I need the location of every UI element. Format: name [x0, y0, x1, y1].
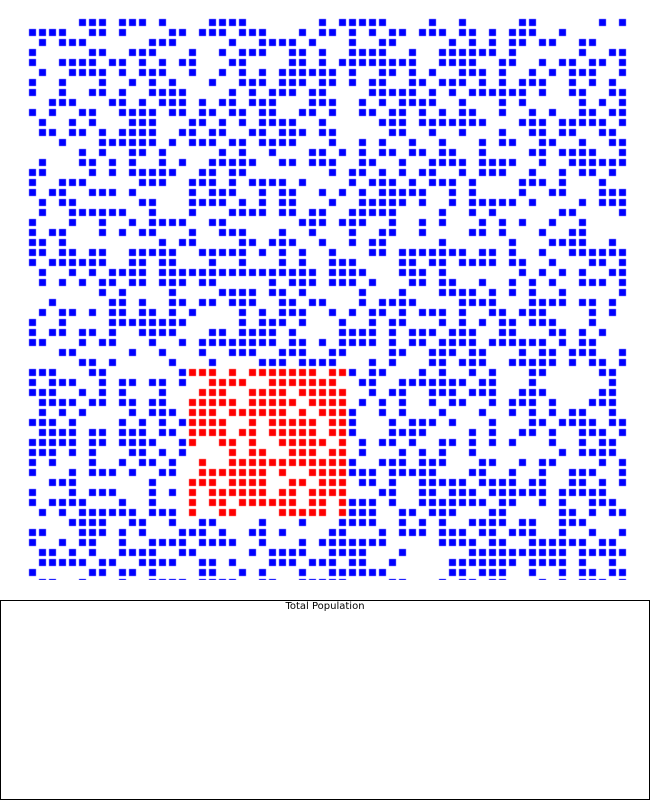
plot-title: Total Population — [285, 601, 365, 612]
population-grid[interactable] — [0, 0, 650, 580]
total-population-plot: Total Population — [0, 600, 650, 800]
